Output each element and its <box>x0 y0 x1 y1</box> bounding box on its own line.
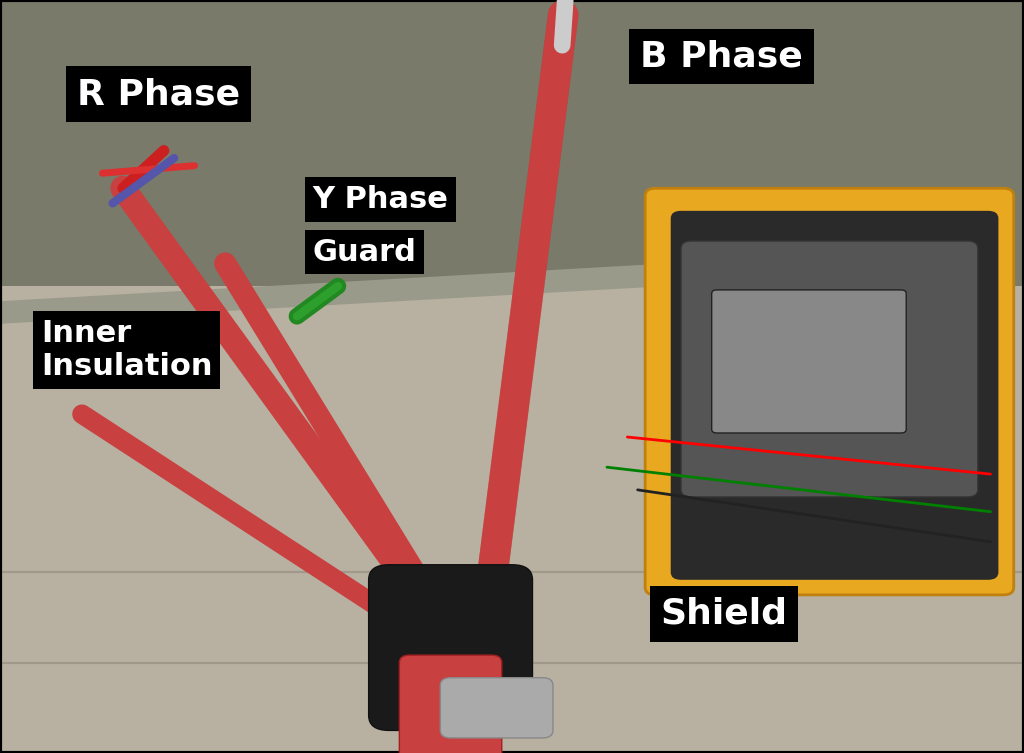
Text: Inner
Insulation: Inner Insulation <box>41 319 212 382</box>
Polygon shape <box>0 264 666 324</box>
FancyBboxPatch shape <box>645 188 1014 595</box>
FancyBboxPatch shape <box>681 241 978 497</box>
FancyBboxPatch shape <box>369 565 532 730</box>
FancyBboxPatch shape <box>0 0 1024 286</box>
FancyBboxPatch shape <box>440 678 553 738</box>
FancyBboxPatch shape <box>712 290 906 433</box>
Text: Guard: Guard <box>312 238 416 267</box>
Text: R Phase: R Phase <box>77 77 240 111</box>
Text: Shield: Shield <box>660 596 787 631</box>
FancyBboxPatch shape <box>399 655 502 753</box>
FancyBboxPatch shape <box>671 211 998 580</box>
FancyBboxPatch shape <box>0 286 1024 753</box>
Text: Y Phase: Y Phase <box>312 185 449 214</box>
Text: B Phase: B Phase <box>640 39 803 74</box>
